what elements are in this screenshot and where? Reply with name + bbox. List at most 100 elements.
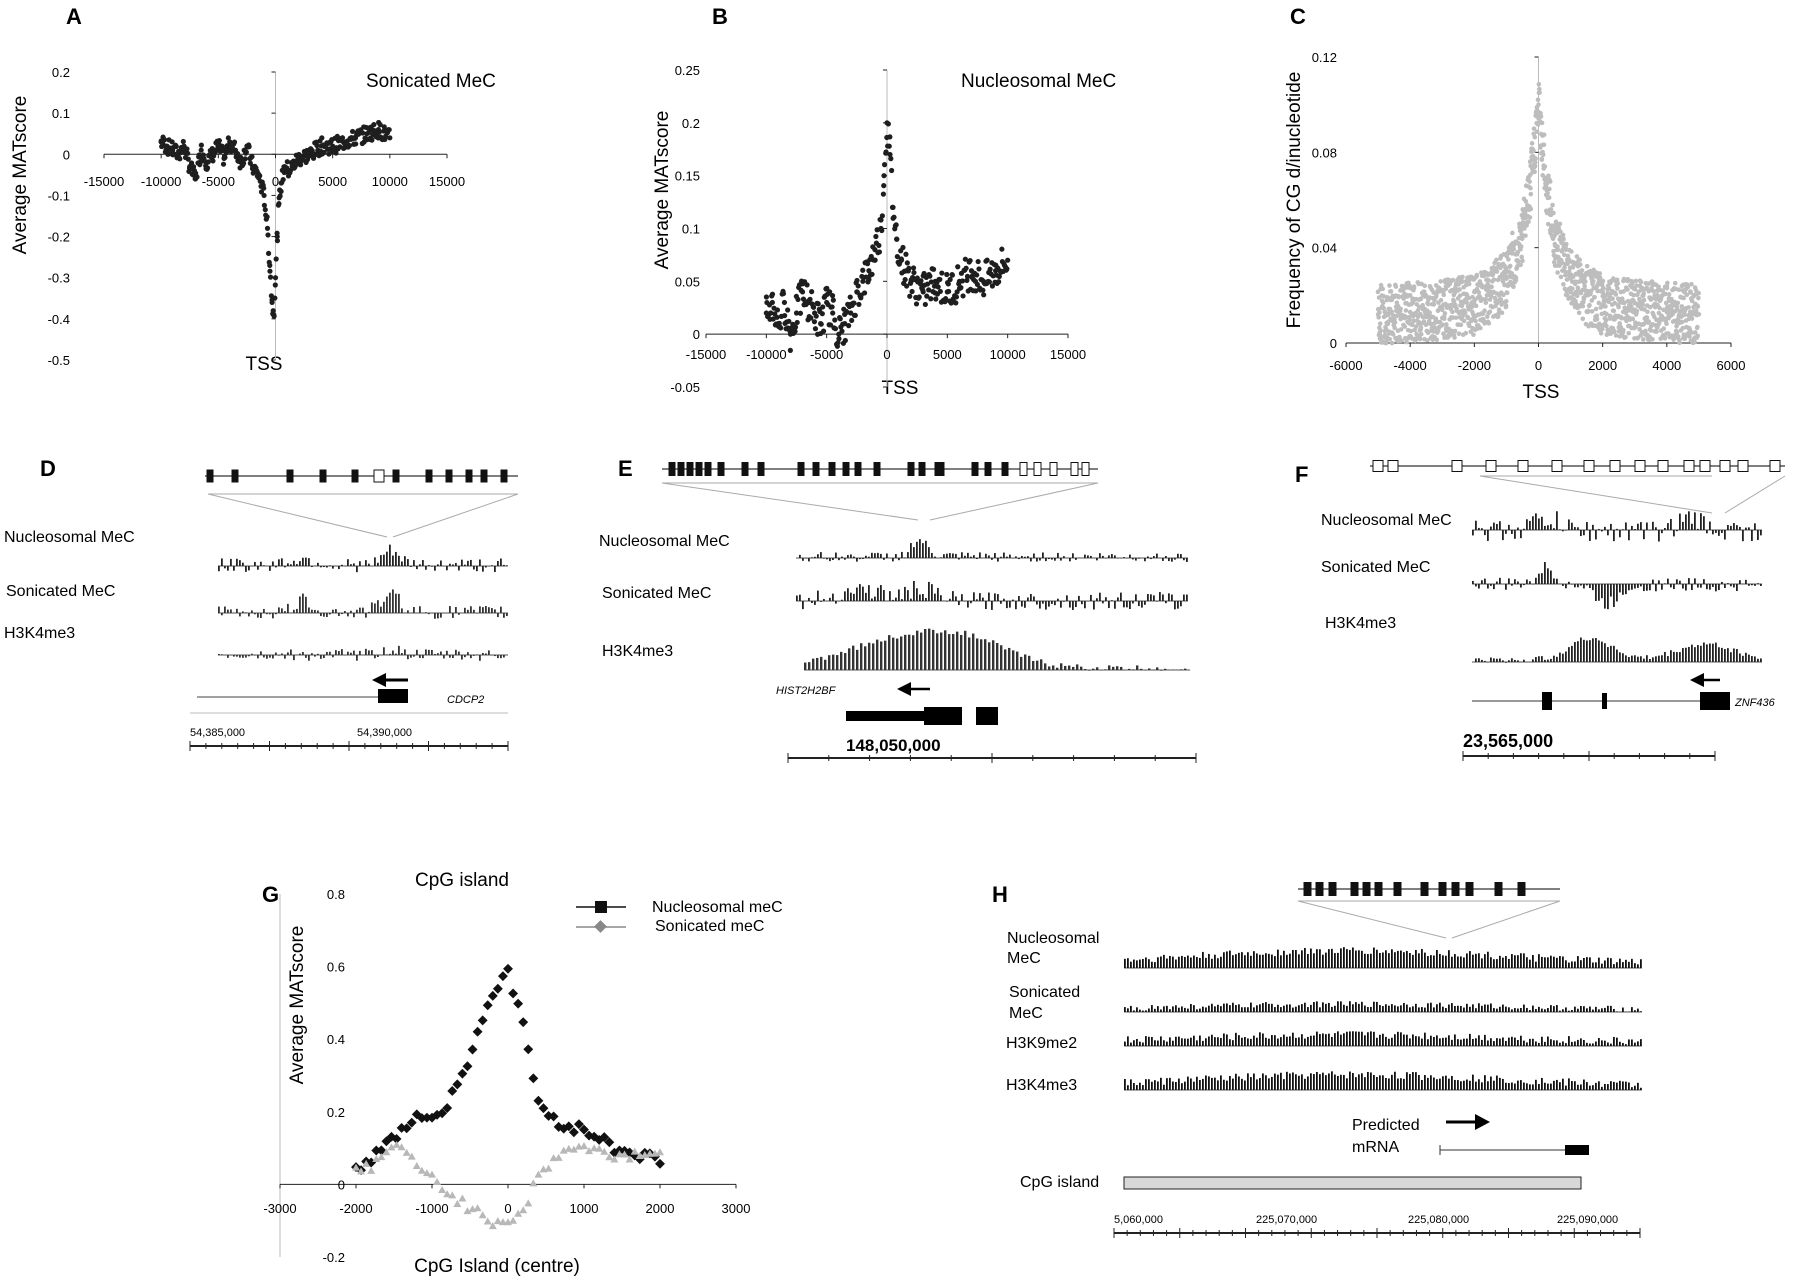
signal-bar <box>1039 601 1041 609</box>
signal-bar <box>311 566 313 568</box>
signal-bar <box>1114 601 1116 609</box>
data-point <box>1526 219 1531 225</box>
signal-bar <box>1060 558 1062 561</box>
signal-bar <box>1226 951 1228 968</box>
signal-bar <box>1388 1038 1390 1046</box>
signal-bar <box>901 599 903 601</box>
data-point <box>1589 309 1595 314</box>
data-point <box>417 1166 426 1174</box>
y-tick-label: 0 <box>693 327 700 342</box>
signal-bar <box>1658 580 1660 584</box>
data-point <box>257 173 263 179</box>
signal-bar <box>1451 1075 1453 1090</box>
signal-bar <box>1499 658 1501 662</box>
signal-bar <box>817 590 819 601</box>
signal-bar <box>1604 1007 1606 1012</box>
signal-bar <box>1508 1037 1510 1046</box>
signal-bar <box>1048 558 1050 560</box>
signal-bar <box>1610 1005 1612 1012</box>
signal-bar <box>1556 957 1558 968</box>
signal-bar <box>1265 1002 1267 1012</box>
signal-bar <box>1313 1074 1315 1090</box>
data-point <box>346 142 353 149</box>
signal-bar <box>1027 597 1029 601</box>
signal-bar <box>976 599 978 601</box>
data-point <box>935 284 941 290</box>
signal-bar <box>1373 1074 1375 1090</box>
data-point <box>1496 307 1502 312</box>
signal-bar <box>1463 1080 1465 1090</box>
signal-bar <box>1502 1037 1504 1046</box>
exon <box>1001 462 1009 476</box>
y-tick-label: 0.04 <box>1312 241 1337 256</box>
signal-bar <box>883 558 885 560</box>
signal-bar <box>1565 651 1567 662</box>
exon <box>1737 460 1749 472</box>
signal-bar <box>1127 1036 1129 1046</box>
signal-bar <box>398 555 400 566</box>
signal-bar <box>314 655 316 657</box>
data-point <box>1441 331 1446 336</box>
signal-bar <box>311 653 313 655</box>
signal-bar <box>907 552 909 558</box>
signal-bar <box>1565 1085 1567 1090</box>
signal-bar <box>482 607 484 613</box>
signal-bar <box>392 589 394 613</box>
signal-bar <box>872 643 875 670</box>
signal-bar <box>1076 664 1079 670</box>
exon <box>741 462 749 476</box>
signal-bar <box>1394 1071 1396 1090</box>
data-point <box>811 319 818 325</box>
data-point <box>986 279 992 285</box>
signal-bar <box>1523 659 1525 662</box>
signal-bar <box>494 609 496 613</box>
signal-bar <box>1574 1006 1576 1012</box>
signal-bar <box>359 561 361 566</box>
signal-bar <box>1601 584 1603 599</box>
data-point <box>955 264 961 270</box>
panel-h-tracks <box>1124 947 1642 1091</box>
data-point <box>1378 282 1384 288</box>
data-point <box>847 294 853 300</box>
signal-bar <box>865 592 867 601</box>
data-point <box>185 150 191 156</box>
signal-bar <box>275 652 277 655</box>
exon <box>425 469 433 483</box>
data-point <box>864 261 871 267</box>
data-point <box>839 328 845 334</box>
signal-bar <box>1057 552 1059 558</box>
panel-c-label: C <box>1290 4 1306 29</box>
signal-bar <box>1154 1080 1156 1090</box>
signal-bar <box>856 587 858 601</box>
panel-g-ylabel: Average MATscore <box>287 926 308 1085</box>
data-point <box>1456 331 1462 337</box>
signal-bar <box>467 652 469 655</box>
signal-bar <box>1346 1031 1348 1046</box>
signal-bar <box>458 651 460 655</box>
data-point <box>314 142 320 149</box>
y-tick-label: 0 <box>1330 336 1337 351</box>
signal-bar <box>335 650 337 655</box>
data-point <box>1440 322 1445 328</box>
signal-bar <box>404 556 406 566</box>
signal-bar <box>1340 1001 1342 1012</box>
signal-bar <box>1499 577 1501 584</box>
signal-bar <box>1481 528 1483 530</box>
signal-bar <box>1075 601 1077 608</box>
signal-bar <box>1104 669 1107 670</box>
data-point <box>809 289 815 295</box>
signal-bar <box>922 543 924 558</box>
data-point <box>1484 314 1490 319</box>
signal-bar <box>350 564 352 566</box>
signal-bar <box>1631 958 1633 968</box>
data-point <box>1689 330 1695 335</box>
signal-bar <box>1451 1003 1453 1012</box>
signal-bar <box>1514 579 1516 584</box>
signal-bar <box>1538 518 1540 530</box>
data-point <box>866 276 872 283</box>
signal-bar <box>1190 957 1192 968</box>
signal-bar <box>413 655 415 657</box>
panel-h-track-2-label-a: Sonicated <box>1009 984 1080 1001</box>
signal-bar <box>808 662 811 670</box>
data-point <box>837 316 843 322</box>
